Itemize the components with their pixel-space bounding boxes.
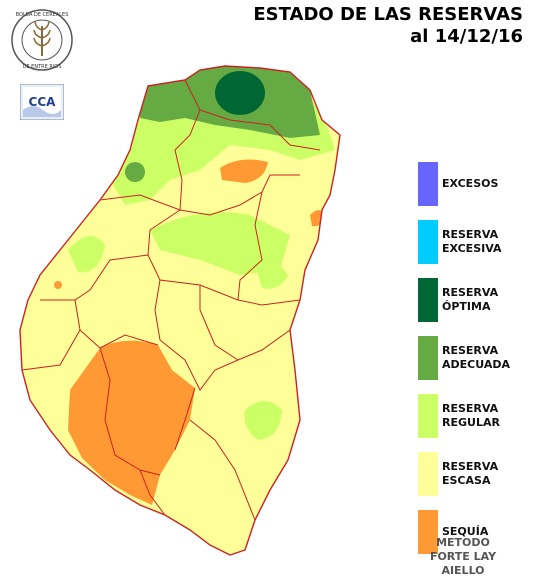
legend-swatch <box>418 278 438 322</box>
reserva-regular-southeast <box>244 401 282 440</box>
legend-swatch <box>418 220 438 264</box>
legend-swatch <box>418 510 438 554</box>
method-line-2: FORTE LAY <box>429 550 497 563</box>
svg-text:DE ENTRE RIOS: DE ENTRE RIOS <box>23 64 62 70</box>
reserva-adecuada-spot <box>125 162 145 182</box>
legend-label: RESERVA ÓPTIMA <box>442 286 499 313</box>
method-line-3: AIELLO <box>441 564 485 577</box>
legend-label: RESERVA ADECUADA <box>442 344 510 371</box>
reserva-regular-center <box>150 212 290 275</box>
legend-swatch <box>418 162 438 206</box>
reserva-regular-west <box>68 236 105 273</box>
legend-item-reserva-regular: RESERVA REGULAR <box>418 394 533 452</box>
legend-item-reserva-adecuada: RESERVA ADECUADA <box>418 336 533 394</box>
legend-item-reserva-escasa: RESERVA ESCASA <box>418 452 533 510</box>
reserva-regular-east <box>255 261 288 289</box>
legend-label: EXCESOS <box>442 177 499 190</box>
method-caption: METODO FORTE LAY AIELLO <box>408 536 518 578</box>
svg-text:BOLSA DE CEREALES: BOLSA DE CEREALES <box>16 12 69 18</box>
legend-label: RESERVA ESCASA <box>442 460 499 487</box>
title-line-2: al 14/12/16 <box>410 26 523 47</box>
sequia-north <box>220 159 268 183</box>
legend-swatch <box>418 452 438 496</box>
entre-rios-map <box>19 65 341 556</box>
legend: EXCESOS RESERVA EXCESIVA RESERVA ÓPTIMA RE… <box>418 162 533 568</box>
bolsa-cereales-seal-logo: BOLSA DE CEREALES DE ENTRE RIOS <box>11 9 73 71</box>
legend-label: SEQUÍA <box>442 525 489 538</box>
legend-item-reserva-excesiva: RESERVA EXCESIVA <box>418 220 533 278</box>
reserva-optima-area <box>215 71 265 115</box>
map-title: ESTADO DE LAS RESERVAS al 14/12/16 <box>253 4 523 48</box>
sequia-south-area <box>68 340 195 505</box>
legend-item-excesos: EXCESOS <box>418 162 533 220</box>
title-line-1: ESTADO DE LAS RESERVAS <box>253 4 523 25</box>
svg-text:CCA: CCA <box>29 95 57 109</box>
legend-label: RESERVA EXCESIVA <box>442 228 502 255</box>
sequia-west-spot <box>54 281 62 289</box>
legend-item-sequia: SEQUÍA <box>418 510 533 568</box>
legend-swatch <box>418 394 438 438</box>
legend-swatch <box>418 336 438 380</box>
department-borders <box>19 65 341 556</box>
legend-item-reserva-optima: RESERVA ÓPTIMA <box>418 278 533 336</box>
method-line-1: METODO <box>436 536 490 549</box>
legend-label: RESERVA REGULAR <box>442 402 500 429</box>
cca-logo: CCA <box>20 84 64 120</box>
